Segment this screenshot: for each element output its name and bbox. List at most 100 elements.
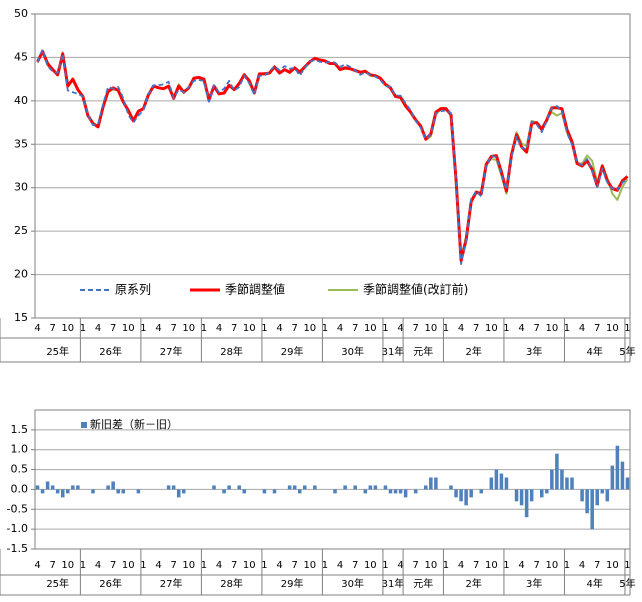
bar [171, 485, 176, 490]
bar [545, 489, 549, 494]
series-line [36, 49, 629, 260]
x-tick-label: 1 [140, 560, 146, 571]
x-tick-label: 10 [243, 560, 256, 571]
y-tick-label: 1.0 [11, 443, 29, 456]
x-tick-label: 7 [352, 560, 358, 571]
y-tick-label: 40 [14, 94, 28, 107]
y-tick-label: 1.5 [11, 423, 29, 436]
bar [333, 489, 337, 494]
x-tick-label: 10 [122, 560, 135, 571]
bar [560, 469, 564, 490]
x-tick-label: 1 [443, 323, 449, 334]
x-tick-label: 4 [155, 560, 161, 571]
bar [66, 489, 70, 494]
x-tick-label: 1 [443, 560, 449, 571]
x-tick-label: 1 [564, 323, 570, 334]
x-tick-label: 1 [80, 323, 86, 334]
bar [595, 489, 599, 506]
bar [393, 489, 398, 494]
bar [181, 489, 186, 494]
bar [605, 489, 610, 502]
y-tick-label: -0.5 [7, 502, 28, 515]
year-label: 30年 [341, 577, 364, 590]
bar [580, 489, 584, 502]
x-tick-label: 10 [303, 560, 316, 571]
bar [424, 485, 428, 490]
bar [403, 489, 408, 498]
x-tick-label: 10 [61, 560, 74, 571]
bar [524, 489, 529, 518]
bar [529, 489, 534, 502]
x-tick-label: 1 [201, 323, 207, 334]
year-label: 30年 [341, 345, 364, 358]
x-tick-label: 4 [518, 560, 524, 571]
bar [222, 489, 226, 494]
x-tick-label: 7 [231, 323, 237, 334]
bar [555, 453, 559, 490]
bar [413, 489, 418, 494]
year-label: 31年 [382, 345, 405, 358]
x-tick-label: 7 [291, 323, 297, 334]
bar [40, 489, 45, 494]
bar [590, 489, 594, 530]
bar [76, 485, 80, 490]
x-tick-label: 7 [413, 560, 419, 571]
bar [504, 477, 509, 490]
legend-label: 季節調整値(改訂前) [363, 282, 468, 297]
bar [539, 489, 544, 498]
x-tick-label: 7 [594, 560, 600, 571]
x-tick-label: 4 [216, 323, 222, 334]
year-label: 29年 [281, 345, 304, 358]
bar [136, 489, 141, 494]
x-tick-label: 7 [170, 323, 176, 334]
bar [292, 485, 297, 490]
bar [272, 489, 277, 494]
x-tick-label: 7 [291, 560, 297, 571]
year-label: 27年 [160, 345, 183, 358]
x-tick-label: 10 [61, 323, 74, 334]
x-tick-label: 10 [364, 560, 377, 571]
bar [45, 481, 50, 490]
x-tick-label: 10 [424, 560, 437, 571]
plot-frame [34, 13, 631, 319]
bar [459, 489, 463, 502]
bar [71, 485, 75, 490]
x-tick-label: 7 [110, 323, 116, 334]
x-tick-label: 4 [579, 323, 585, 334]
bar [55, 489, 60, 494]
bar [166, 485, 171, 490]
year-label: 25年 [46, 577, 69, 590]
x-tick-label: 10 [545, 560, 558, 571]
y-tick-label: -1.5 [7, 542, 28, 555]
bar [550, 469, 554, 490]
bar [565, 477, 569, 490]
bar [570, 477, 574, 490]
year-label: 27年 [160, 577, 183, 590]
year-label: 2年 [465, 577, 481, 590]
x-tick-label: 7 [352, 323, 358, 334]
x-tick-label: 10 [545, 323, 558, 334]
x-tick-label: 10 [182, 560, 195, 571]
bar [297, 489, 302, 494]
x-tick-label: 4 [95, 323, 101, 334]
bar [121, 489, 126, 494]
x-tick-label: 1 [322, 323, 328, 334]
x-tick-label: 1 [382, 323, 388, 334]
x-tick-label: 4 [397, 560, 403, 571]
legend-label: 原系列 [115, 283, 151, 297]
year-label: 3年 [526, 345, 542, 358]
x-tick-label: 1 [624, 560, 630, 571]
y-tick-label: 0.5 [11, 463, 29, 476]
x-tick-label: 4 [337, 560, 343, 571]
x-tick-label: 10 [182, 323, 195, 334]
bar [373, 485, 378, 490]
bar [50, 485, 55, 490]
bar [464, 489, 468, 506]
x-tick-label: 7 [49, 560, 55, 571]
bar [585, 489, 589, 514]
year-label: 31年 [382, 577, 405, 590]
bar [227, 485, 231, 490]
y-tick-label: 25 [14, 224, 28, 237]
bar [388, 489, 393, 494]
bar [383, 485, 388, 490]
